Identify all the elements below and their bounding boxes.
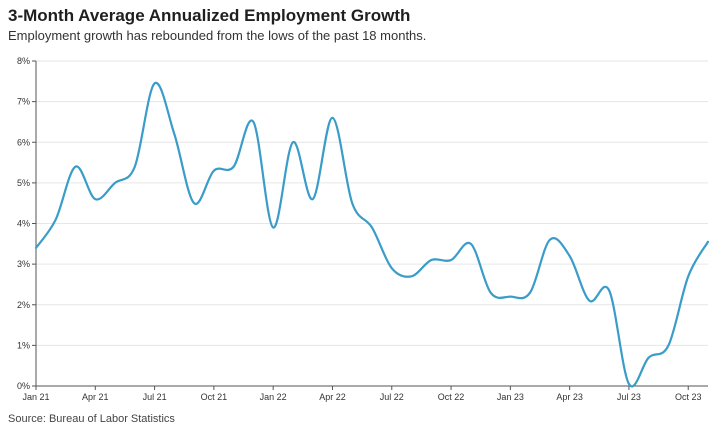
x-tick-label: Jul 22 (380, 392, 404, 402)
y-axis: 0% 1% 2% 3% 4% 5% 6% 7% 8% (17, 56, 37, 391)
series-group (34, 81, 710, 388)
y-tick-label: 0% (17, 381, 30, 391)
y-tick-label: 8% (17, 56, 30, 66)
x-tick-label: Jan 21 (22, 392, 49, 402)
chart-subtitle: Employment growth has rebounded from the… (8, 28, 427, 43)
y-tick-label: 5% (17, 178, 30, 188)
y-tick-label: 2% (17, 300, 30, 310)
y-tick-label: 1% (17, 340, 30, 350)
series-line (34, 81, 710, 388)
y-tick-label: 6% (17, 137, 30, 147)
x-tick-label: Apr 21 (82, 392, 109, 402)
x-tick-label: Jul 21 (143, 392, 167, 402)
source-note: Source: Bureau of Labor Statistics (8, 413, 175, 425)
x-tick-label: Jan 23 (497, 392, 524, 402)
y-tick-label: 7% (17, 97, 30, 107)
x-tick-label: Apr 23 (556, 392, 583, 402)
x-tick-label: Oct 22 (438, 392, 465, 402)
x-tick-label: Jul 23 (617, 392, 641, 402)
x-axis: Jan 21 Apr 21 Jul 21 Oct 21 Jan 22 Apr 22 Jul … (22, 385, 708, 402)
x-tick-label: Oct 23 (675, 392, 702, 402)
x-tick-label: Apr 22 (319, 392, 346, 402)
x-tick-label: Jan 22 (260, 392, 287, 402)
y-tick-label: 4% (17, 219, 30, 229)
chart-title: 3-Month Average Annualized Employment Gr… (8, 6, 411, 25)
y-tick-label: 3% (17, 259, 30, 269)
gridlines (36, 60, 708, 387)
x-tick-label: Oct 21 (201, 392, 228, 402)
